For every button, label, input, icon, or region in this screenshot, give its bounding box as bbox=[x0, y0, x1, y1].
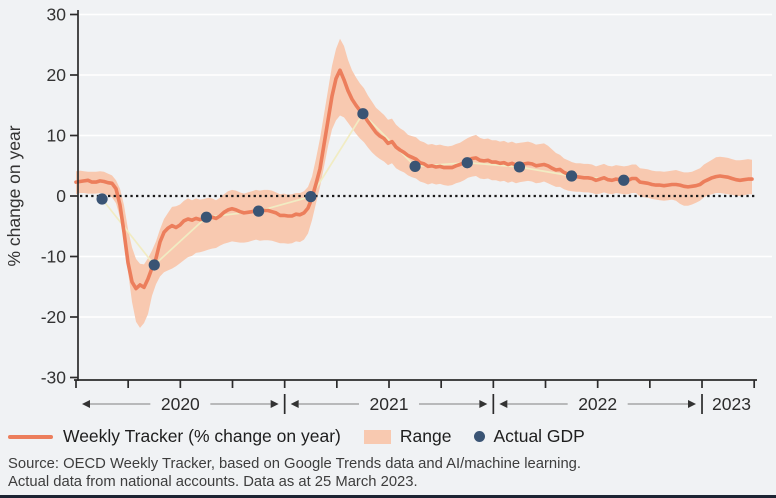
legend-item-range: Range bbox=[363, 426, 452, 447]
legend-label-actual-gdp: Actual GDP bbox=[493, 426, 585, 446]
gdp-dot bbox=[200, 211, 213, 223]
source-note: Source: OECD Weekly Tracker, based on Go… bbox=[8, 456, 581, 491]
source-line-1: Source: OECD Weekly Tracker, based on Go… bbox=[8, 456, 582, 472]
y-tick-label: 10 bbox=[47, 126, 67, 146]
weekly-tracker-line bbox=[74, 68, 754, 291]
year-arrow-left-icon bbox=[82, 400, 90, 408]
y-tick-label: -10 bbox=[41, 247, 67, 267]
chart-plot-area: 30 20 10 0 -10 -20 -30 % change on year 2020 2021… bbox=[4, 5, 772, 414]
legend-label-range: Range bbox=[399, 426, 452, 446]
gdp-dot bbox=[461, 157, 473, 169]
year-arrow-left-icon bbox=[290, 400, 299, 408]
year-label: 2023 bbox=[712, 394, 751, 414]
y-tick-label: -30 bbox=[41, 368, 67, 388]
y-tick-label: -20 bbox=[41, 307, 67, 327]
legend-item-actual-gdp: Actual GDP bbox=[474, 426, 585, 447]
gdp-dot-swatch-icon bbox=[474, 431, 486, 442]
legend-label-weekly-tracker: Weekly Tracker (% change on year) bbox=[63, 426, 341, 446]
gdp-dot bbox=[252, 205, 265, 217]
chart-legend: Weekly Tracker (% change on year) Range … bbox=[8, 426, 585, 447]
y-tick-label: 30 bbox=[47, 5, 67, 25]
bottom-rule bbox=[0, 495, 776, 498]
gdp-dot bbox=[565, 170, 578, 182]
gdp-dot bbox=[357, 108, 369, 120]
gdp-dot bbox=[96, 193, 108, 205]
year-label: 2020 bbox=[161, 394, 200, 414]
year-arrow-right-icon bbox=[479, 400, 488, 408]
year-label: 2021 bbox=[370, 394, 409, 414]
y-tick-label: 20 bbox=[47, 65, 67, 85]
year-arrow-left-icon bbox=[499, 400, 508, 408]
year-arrow-right-icon bbox=[688, 400, 697, 408]
range-band-swatch-icon bbox=[363, 429, 391, 444]
legend-item-weekly-tracker: Weekly Tracker (% change on year) bbox=[8, 426, 341, 447]
gdp-dot bbox=[148, 259, 160, 271]
year-arrow-right-icon bbox=[270, 400, 279, 408]
y-axis-title: % change on year bbox=[4, 125, 24, 266]
range-band bbox=[76, 38, 752, 328]
y-tick-label: 0 bbox=[56, 186, 66, 206]
gdp-dot bbox=[305, 191, 317, 203]
tracker-line-swatch-icon bbox=[8, 434, 53, 439]
source-line-2: Actual data from national accounts. Data… bbox=[8, 473, 418, 490]
gdp-dot bbox=[513, 161, 526, 173]
gdp-dot bbox=[409, 160, 421, 172]
year-label: 2022 bbox=[578, 394, 617, 414]
gdp-dot bbox=[618, 174, 630, 186]
